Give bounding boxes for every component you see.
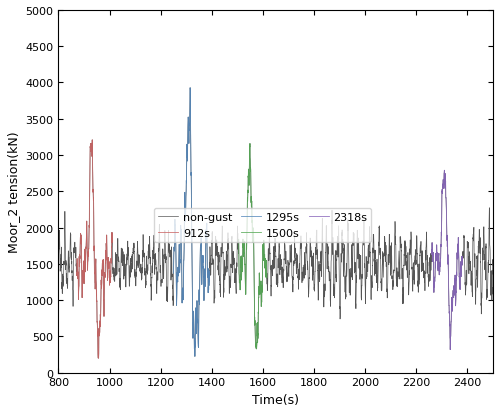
- 912s: [95, 356, 101, 361]
- non-gust: [253, 344, 259, 349]
- 2318s: [447, 347, 453, 352]
- non-gust: [238, 254, 244, 259]
- 2318s: [446, 309, 452, 314]
- non-gust: [187, 86, 193, 91]
- 1295s: [206, 280, 212, 285]
- 2318s: [442, 169, 448, 173]
- 912s: [75, 277, 81, 282]
- 912s: [94, 288, 100, 293]
- 912s: [74, 273, 80, 278]
- 1500s: [247, 142, 253, 147]
- non-gust: [358, 254, 364, 259]
- 1295s: [200, 254, 206, 259]
- Line: 1295s: 1295s: [174, 88, 210, 356]
- 1295s: [188, 88, 194, 93]
- 912s: [103, 248, 109, 253]
- 2318s: [440, 184, 446, 189]
- non-gust: [250, 233, 256, 238]
- 1500s: [264, 271, 270, 276]
- Line: non-gust: non-gust: [58, 88, 493, 358]
- 1500s: [239, 267, 245, 272]
- Line: 912s: 912s: [76, 140, 112, 358]
- 1295s: [192, 354, 198, 359]
- 1500s: [236, 237, 242, 242]
- non-gust: [95, 356, 101, 361]
- 1295s: [187, 86, 193, 91]
- non-gust: [244, 197, 250, 202]
- 912s: [81, 282, 87, 287]
- 912s: [89, 138, 95, 143]
- 1295s: [190, 316, 196, 321]
- 1500s: [245, 188, 251, 193]
- 1500s: [252, 318, 258, 323]
- X-axis label: Time(s): Time(s): [252, 393, 300, 406]
- Legend: non-gust, 912s, 1295s, 1500s, 2318s: non-gust, 912s, 1295s, 1500s, 2318s: [154, 208, 372, 242]
- 2318s: [460, 261, 466, 266]
- 2318s: [460, 254, 466, 259]
- 912s: [109, 231, 115, 236]
- non-gust: [56, 243, 62, 248]
- Line: 1500s: 1500s: [238, 144, 267, 349]
- 1295s: [172, 218, 178, 223]
- 1500s: [254, 347, 260, 351]
- 2318s: [428, 247, 434, 252]
- 2318s: [452, 292, 458, 297]
- 2318s: [432, 262, 438, 267]
- 912s: [103, 258, 109, 263]
- non-gust: [490, 263, 496, 268]
- 1295s: [170, 271, 176, 276]
- non-gust: [449, 295, 455, 300]
- 1295s: [200, 260, 206, 265]
- 1295s: [178, 227, 184, 232]
- 2318s: [454, 270, 460, 275]
- 1500s: [244, 237, 250, 242]
- 912s: [90, 188, 96, 192]
- Y-axis label: Moor_2 tension(kN): Moor_2 tension(kN): [7, 131, 20, 252]
- 1500s: [254, 334, 260, 339]
- Line: 2318s: 2318s: [432, 171, 462, 350]
- 1500s: [250, 232, 256, 237]
